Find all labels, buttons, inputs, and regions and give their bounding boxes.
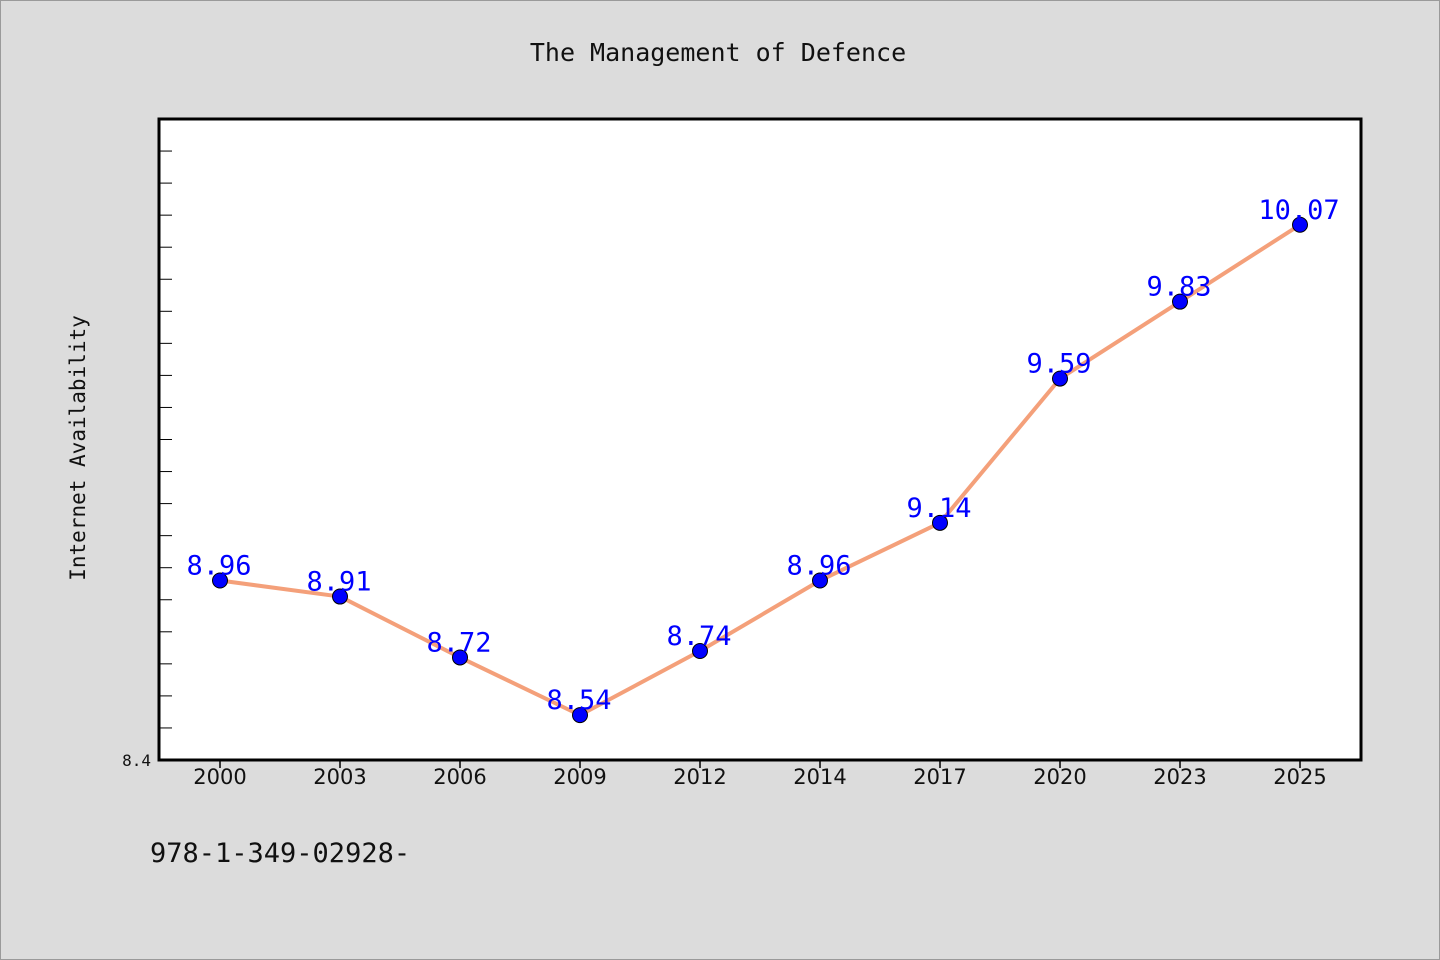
y-axis-label: Internet Availability: [66, 315, 90, 581]
data-point-marker: [1172, 293, 1188, 310]
x-tick-label: 2020: [1033, 765, 1086, 789]
footer-isbn-text: 978-1-349-02928-: [150, 838, 410, 869]
data-label: 8.91: [306, 567, 371, 598]
y-axis-ticks: [159, 150, 172, 729]
data-label: 8.54: [546, 685, 611, 716]
plot-area: [157, 117, 1363, 762]
data-point-marker: [1292, 216, 1308, 233]
x-tick-label: 2023: [1153, 765, 1206, 789]
data-label: 8.96: [786, 551, 851, 582]
x-tick-label: 2012: [673, 765, 726, 789]
x-tick-label: 2006: [433, 765, 486, 789]
x-axis-tick-labels: 2000 2003 2006 2009 2012 2014 2017 2020 2023 2025: [193, 765, 1326, 789]
data-label: 8.96: [186, 551, 251, 582]
x-tick-label: 2009: [553, 765, 606, 789]
data-point-marker: [452, 649, 468, 666]
data-point-marker: [572, 707, 588, 724]
y-tick-label: 8.4: [122, 751, 151, 770]
data-point-marker: [332, 588, 348, 605]
series-markers: [212, 216, 1308, 724]
data-point-marker: [1052, 370, 1068, 387]
data-label: 8.72: [426, 627, 491, 658]
data-labels: 8.96 8.91 8.72 8.54 8.74 8.96 9.14 9.59 9.83 10.0…: [186, 195, 1339, 716]
data-label: 8.74: [666, 621, 731, 652]
data-point-marker: [932, 514, 948, 531]
data-point-marker: [692, 643, 708, 660]
data-label: 9.59: [1026, 349, 1091, 380]
x-tick-label: 2014: [793, 765, 846, 789]
x-axis-ticks: [219, 760, 1301, 768]
data-point-marker: [212, 572, 228, 589]
data-point-marker: [812, 572, 828, 589]
x-tick-label: 2003: [313, 765, 366, 789]
data-label: 9.14: [906, 493, 971, 524]
series-line: [219, 223, 1302, 718]
data-label: 9.83: [1146, 272, 1211, 303]
x-tick-label: 2017: [913, 765, 966, 789]
x-tick-label: 2025: [1273, 765, 1326, 789]
y-axis-tick-labels: 8.4: [122, 751, 151, 770]
chart-title: The Management of Defence: [530, 38, 906, 67]
data-label: 10.07: [1258, 195, 1339, 226]
x-tick-label: 2000: [193, 765, 246, 789]
